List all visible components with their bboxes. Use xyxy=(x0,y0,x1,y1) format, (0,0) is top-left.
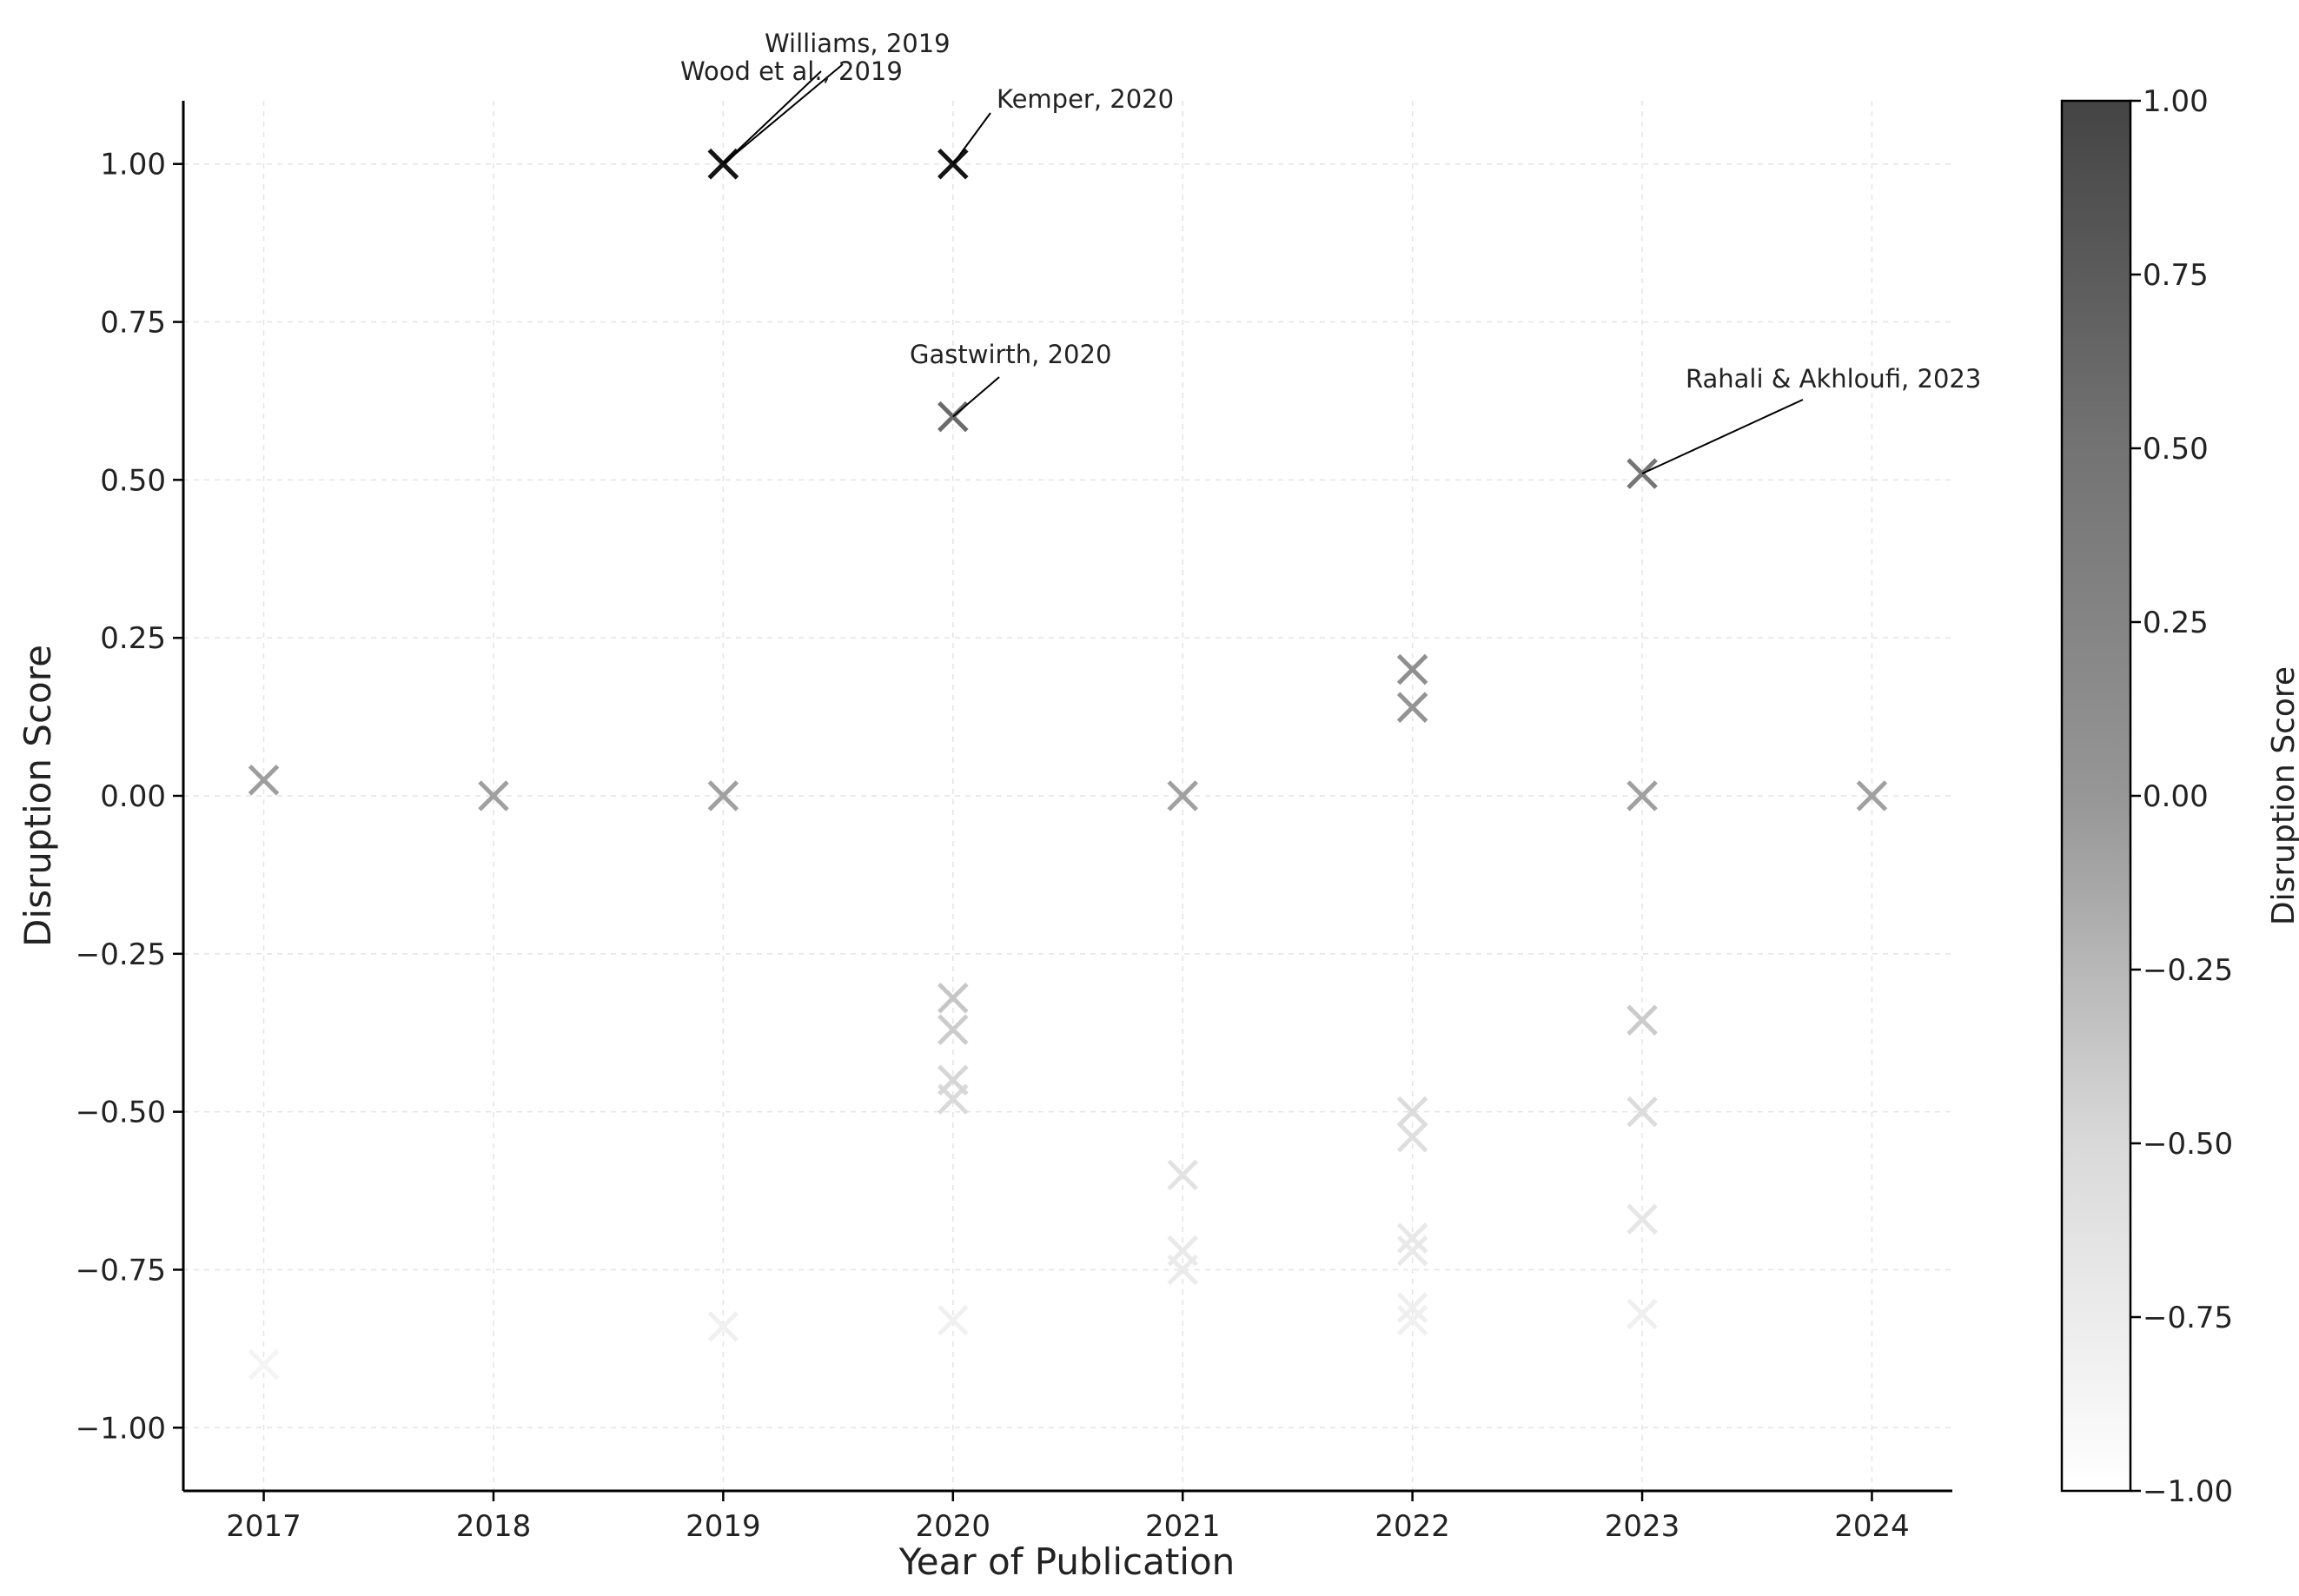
y-tick-label: −1.00 xyxy=(76,1411,166,1446)
x-tick-label: 2019 xyxy=(686,1509,761,1544)
data-point xyxy=(937,1064,969,1096)
data-point xyxy=(1856,780,1888,811)
colorbar-gradient xyxy=(2060,99,2132,1493)
data-point xyxy=(1627,1004,1658,1036)
scatter-points xyxy=(248,148,1888,1381)
data-point xyxy=(248,1348,280,1381)
x-tick-label: 2021 xyxy=(1145,1509,1221,1544)
y-tick-label: −0.75 xyxy=(76,1253,166,1288)
data-point xyxy=(1627,1096,1658,1128)
data-point xyxy=(937,982,969,1014)
data-point xyxy=(1396,692,1428,723)
data-point xyxy=(1167,780,1198,811)
colorbar-tick-label: 1.00 xyxy=(2143,84,2209,119)
colorbar-tick-label: 0.75 xyxy=(2143,258,2209,293)
x-axis-ticks: 2017 2018 2019 2020 2021 2022 2023 2024 xyxy=(226,1491,1910,1544)
data-point xyxy=(478,780,509,811)
annotation: Williams, 2019 xyxy=(722,29,951,165)
y-tick-label: −0.25 xyxy=(76,937,166,972)
y-tick-label: −0.50 xyxy=(76,1096,166,1130)
x-tick-label: 2018 xyxy=(456,1509,532,1544)
y-tick-label: 0.75 xyxy=(100,306,166,341)
annotation-arrow xyxy=(722,63,844,165)
colorbar-tick-label: −1.00 xyxy=(2143,1474,2233,1509)
x-tick-label: 2024 xyxy=(1834,1509,1910,1544)
data-point xyxy=(1396,1222,1428,1254)
annotation-label: Rahali & Akhloufi, 2023 xyxy=(1686,364,1981,394)
x-tick-label: 2022 xyxy=(1375,1509,1450,1544)
colorbar-tick-label: −0.50 xyxy=(2143,1127,2233,1162)
colorbar-tick-label: 0.50 xyxy=(2143,432,2209,467)
data-point xyxy=(1396,1292,1428,1323)
data-point xyxy=(707,1311,739,1342)
y-axis-ticks: 1.00 0.75 0.50 0.25 0.00 −0.25 −0.50 −0.75 −1.00 xyxy=(76,148,183,1446)
data-point xyxy=(1627,780,1658,811)
colorbar-tick-label: 0.00 xyxy=(2143,779,2209,814)
x-tick-label: 2017 xyxy=(226,1509,301,1544)
x-axis-title: Year of Publication xyxy=(898,1540,1236,1583)
annotation: Kemper, 2020 xyxy=(951,84,1174,165)
annotation: Wood et al., 2019 xyxy=(680,56,903,165)
colorbar-tick-label: −0.25 xyxy=(2143,953,2233,988)
data-point xyxy=(1627,1203,1658,1235)
annotation-arrow xyxy=(952,376,1000,418)
y-tick-label: 0.25 xyxy=(100,621,166,656)
colorbar-ticks: 1.00 0.75 0.50 0.25 0.00 −0.25 −0.50 −0.75 −1.00 xyxy=(2130,84,2233,1509)
data-point xyxy=(1396,1304,1428,1336)
annotation: Rahali & Akhloufi, 2023 xyxy=(1641,364,1981,474)
colorbar: 1.00 0.75 0.50 0.25 0.00 −0.25 −0.50 −0.75 −1.00… xyxy=(2060,84,2299,1509)
annotation-arrow xyxy=(951,112,991,165)
data-point xyxy=(1167,1235,1198,1267)
colorbar-tick-label: −0.75 xyxy=(2143,1301,2233,1335)
data-point xyxy=(1396,653,1428,685)
colorbar-title: Disruption Score xyxy=(2266,666,2299,925)
x-tick-label: 2020 xyxy=(916,1509,991,1544)
data-point xyxy=(707,780,739,811)
data-point xyxy=(1396,1121,1428,1153)
data-point xyxy=(937,1014,969,1045)
annotation-arrow xyxy=(722,70,822,165)
gridlines xyxy=(183,101,1952,1491)
annotation: Gastwirth, 2020 xyxy=(910,340,1111,418)
annotation-label: Kemper, 2020 xyxy=(997,84,1174,114)
data-point xyxy=(937,1304,969,1336)
y-tick-label: 0.50 xyxy=(100,463,166,498)
y-tick-label: 0.00 xyxy=(100,779,166,814)
annotation-arrow xyxy=(1641,399,1804,474)
data-point xyxy=(248,765,280,796)
annotation-label: Williams, 2019 xyxy=(765,29,951,58)
colorbar-tick-label: 0.25 xyxy=(2143,606,2209,640)
y-tick-label: 1.00 xyxy=(100,148,166,182)
annotation-label: Wood et al., 2019 xyxy=(680,56,903,86)
annotation-label: Gastwirth, 2020 xyxy=(910,340,1111,369)
x-tick-label: 2023 xyxy=(1605,1509,1680,1544)
data-point xyxy=(1627,1298,1658,1330)
data-point xyxy=(1396,1235,1428,1267)
y-axis-title: Disruption Score xyxy=(17,645,59,947)
data-point xyxy=(1167,1159,1198,1191)
data-point xyxy=(1396,1096,1428,1128)
